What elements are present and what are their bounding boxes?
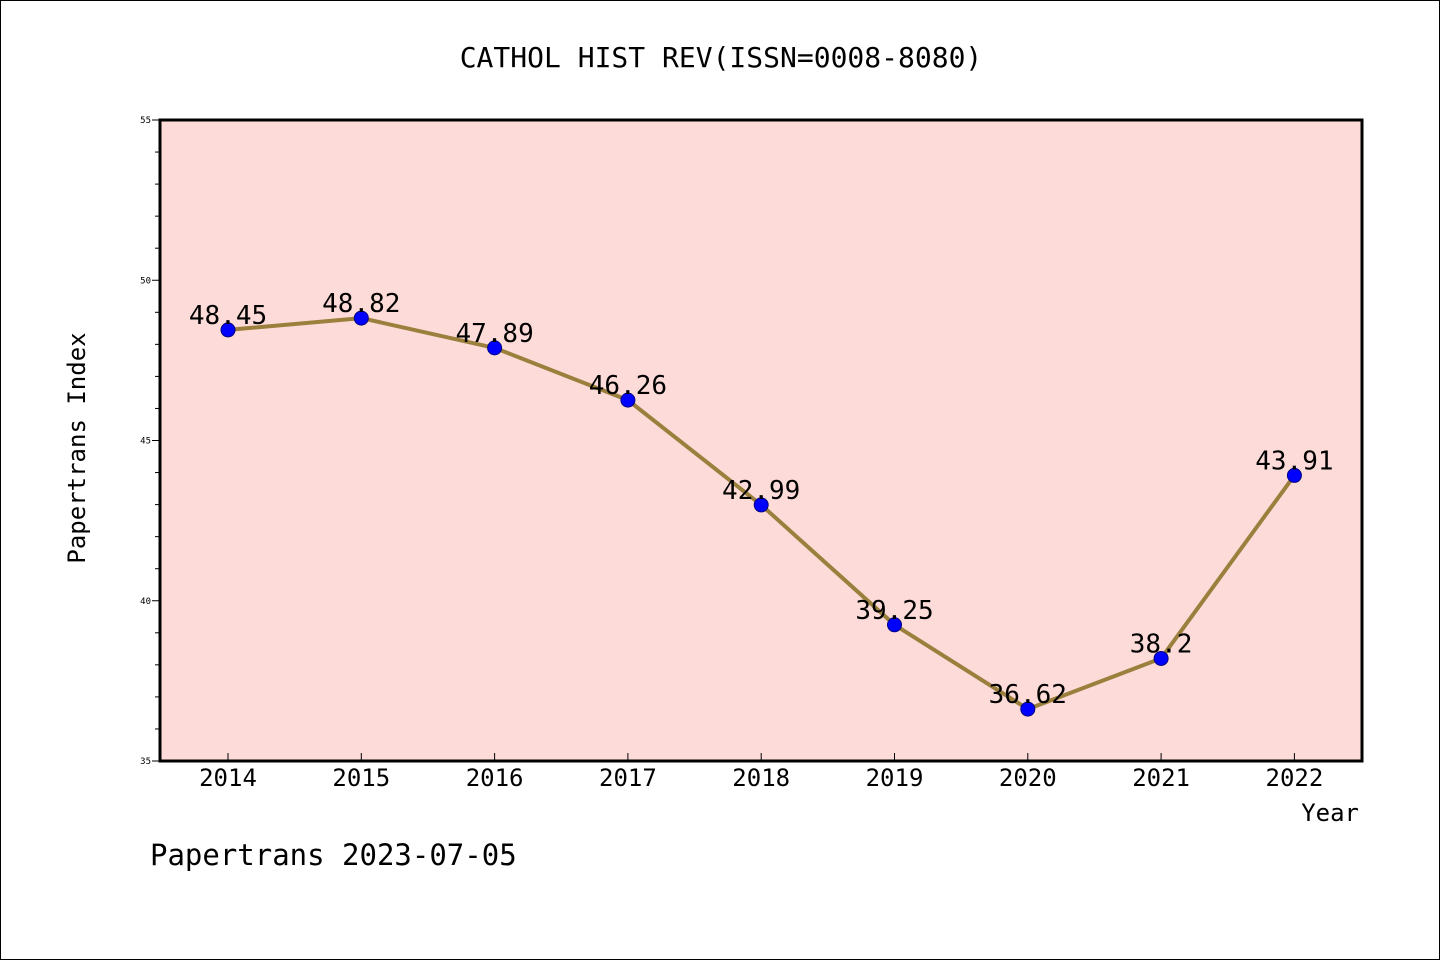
data-point	[887, 617, 902, 633]
data-point	[1286, 467, 1302, 483]
data-label: 36.62	[989, 680, 1067, 710]
data-point	[1020, 701, 1036, 717]
x-tick-label: 2020	[999, 764, 1057, 792]
footer-text: Papertrans 2023-07-05	[150, 838, 517, 872]
x-tick-label: 2022	[1266, 764, 1324, 792]
x-axis-label: Year	[1301, 799, 1359, 827]
x-tick-label: 2016	[466, 764, 524, 792]
y-tick-label: 55	[140, 116, 151, 126]
data-point	[487, 340, 503, 356]
y-tick-label: 35	[140, 757, 151, 767]
data-label: 48.45	[189, 301, 267, 331]
data-point	[753, 497, 769, 513]
data-label: 43.91	[1255, 446, 1333, 476]
x-tick-label: 2019	[866, 764, 924, 792]
y-tick-label: 50	[140, 276, 151, 286]
x-tick-label: 2014	[199, 764, 257, 792]
data-point	[353, 310, 369, 326]
x-tick-label: 2018	[732, 764, 790, 792]
data-label: 38.2	[1130, 629, 1193, 659]
y-tick-label: 45	[140, 437, 151, 447]
data-label: 46.26	[589, 371, 667, 401]
data-label: 42.99	[722, 476, 800, 506]
data-point	[1153, 650, 1169, 666]
y-axis-label: Papertrans Index	[63, 332, 91, 563]
plot-area	[158, 118, 1364, 763]
data-label: 47.89	[455, 319, 533, 349]
data-label: 48.82	[322, 289, 400, 319]
chart-title: CATHOL HIST REV(ISSN=0008-8080)	[460, 41, 983, 74]
x-tick-label: 2015	[332, 764, 390, 792]
data-point	[220, 322, 236, 338]
x-tick-label: 2017	[599, 764, 657, 792]
y-tick-label: 40	[140, 597, 151, 607]
x-tick-label: 2021	[1132, 764, 1190, 792]
data-point	[620, 392, 636, 408]
data-label: 39.25	[855, 596, 933, 626]
